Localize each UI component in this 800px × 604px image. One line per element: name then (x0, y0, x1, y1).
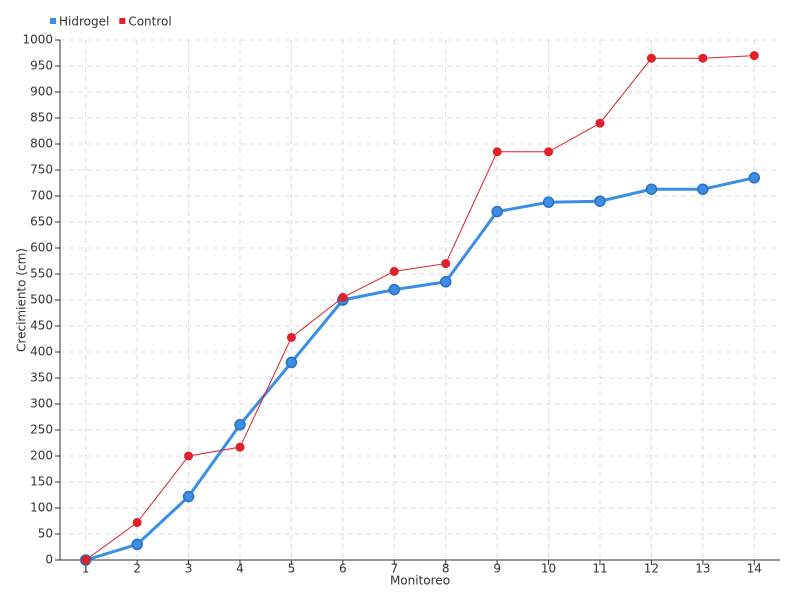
y-tick-label: 450 (30, 319, 53, 333)
data-point (749, 51, 759, 61)
data-point (544, 147, 554, 157)
x-tick-label: 7 (390, 562, 398, 576)
data-point (234, 419, 246, 431)
legend-label: Control (128, 15, 171, 29)
data-point (441, 259, 451, 269)
x-tick-label: 4 (236, 562, 244, 576)
data-point (698, 53, 708, 63)
x-tick-label: 12 (644, 562, 659, 576)
x-tick-label: 8 (442, 562, 450, 576)
y-tick-label: 850 (30, 111, 53, 125)
y-tick-label: 1000 (22, 33, 53, 47)
data-point (697, 183, 709, 195)
data-point (184, 451, 194, 461)
data-point (388, 283, 401, 296)
y-tick-label: 800 (30, 137, 53, 151)
data-point (285, 356, 298, 369)
y-tick-label: 750 (30, 163, 53, 177)
y-tick-label: 250 (30, 423, 53, 437)
x-tick-label: 14 (747, 562, 762, 576)
x-tick-label: 6 (339, 562, 347, 576)
legend-swatch (119, 18, 126, 24)
y-tick-label: 350 (30, 371, 53, 385)
y-axis-label: Crecimiento (cm) (15, 248, 29, 352)
x-axis-label: Monitoreo (390, 574, 450, 588)
series-line (85, 176, 755, 562)
data-point (182, 490, 195, 503)
legend-label: Hidrogel (59, 15, 109, 29)
y-tick-label: 0 (45, 553, 53, 567)
data-point (492, 147, 502, 157)
y-tick-label: 950 (30, 59, 53, 73)
x-tick-label: 1 (82, 562, 90, 576)
data-point (595, 118, 605, 128)
y-tick-label: 200 (30, 449, 53, 463)
y-tick-label: 100 (30, 501, 53, 515)
data-point (286, 332, 296, 342)
data-point (389, 266, 399, 276)
data-point (235, 442, 245, 452)
x-tick-label: 9 (493, 562, 501, 576)
x-tick-label: 5 (288, 562, 296, 576)
data-point (594, 195, 606, 207)
legend-swatch (50, 18, 56, 24)
data-point (131, 538, 143, 551)
data-point (542, 196, 555, 208)
y-tick-label: 150 (30, 475, 53, 489)
y-tick-label: 700 (30, 189, 53, 203)
x-tick-label: 13 (695, 562, 710, 576)
y-tick-label: 50 (38, 527, 53, 541)
y-tick-label: 550 (30, 267, 53, 281)
series-line (85, 55, 755, 561)
data-point (646, 53, 656, 63)
y-tick-label: 500 (30, 293, 53, 307)
data-point (132, 518, 142, 528)
data-point (81, 555, 91, 565)
data-point (439, 276, 452, 288)
data-point (645, 183, 658, 195)
y-tick-label: 900 (30, 85, 53, 99)
data-point (748, 172, 761, 184)
y-tick-label: 300 (30, 397, 53, 411)
x-tick-label: 3 (185, 562, 193, 576)
data-point (338, 292, 348, 302)
x-tick-label: 10 (541, 562, 556, 576)
data-point (491, 205, 503, 218)
x-tick-label: 2 (133, 562, 141, 576)
x-tick-label: 11 (592, 562, 607, 576)
y-tick-label: 600 (30, 241, 53, 255)
y-tick-label: 650 (30, 215, 53, 229)
y-tick-label: 400 (30, 345, 53, 359)
